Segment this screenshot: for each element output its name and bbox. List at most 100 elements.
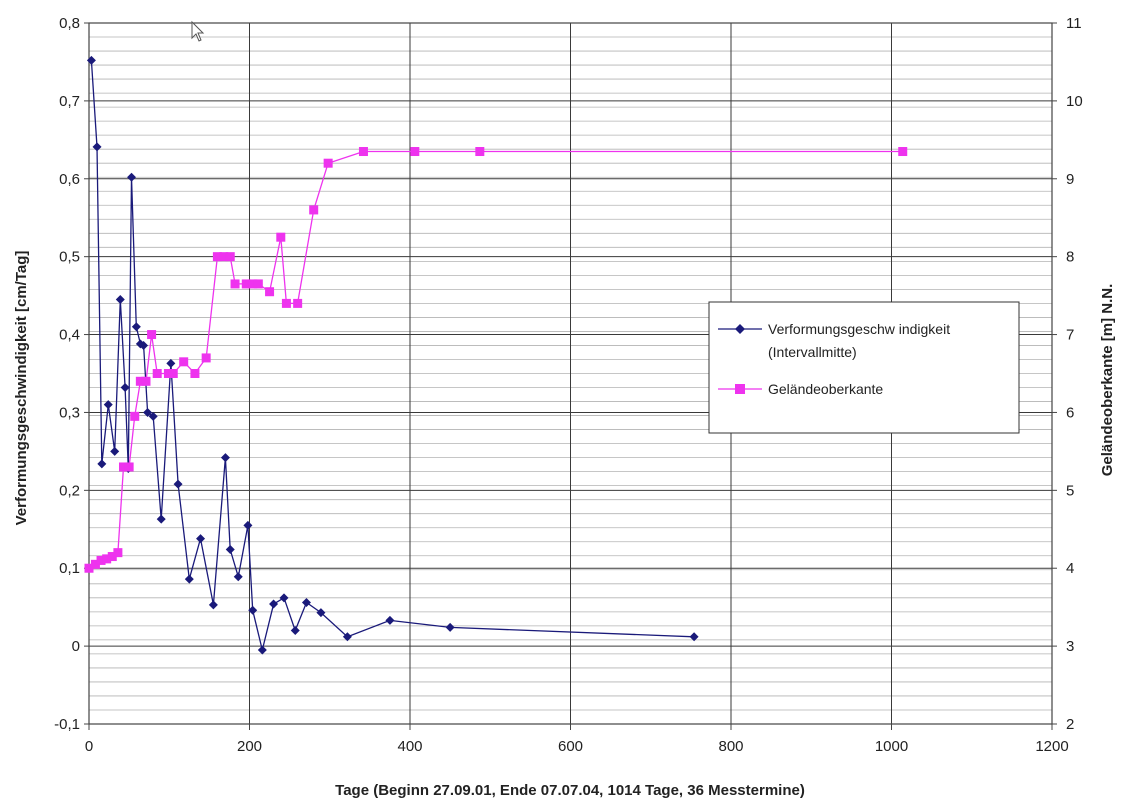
legend-label-velocity-line1: Verformungsgeschw indigkeit xyxy=(768,321,950,337)
data-point-terrain xyxy=(281,298,291,308)
right-y-tick-label: 5 xyxy=(1066,482,1074,499)
data-point-velocity xyxy=(120,383,130,393)
right-y-tick-label: 9 xyxy=(1066,171,1074,188)
cursor-icon xyxy=(191,20,205,42)
right-y-tick-label: 6 xyxy=(1066,404,1074,421)
x-axis-title: Tage (Beginn 27.09.01, Ende 07.07.04, 10… xyxy=(335,782,805,799)
data-point-terrain xyxy=(168,369,178,378)
data-point-velocity xyxy=(301,597,311,607)
x-tick-label: 1200 xyxy=(1035,738,1068,755)
x-tick-label: 400 xyxy=(397,738,422,755)
right-y-tick-label: 4 xyxy=(1066,560,1074,577)
legend-label-terrain: Geländeoberkante xyxy=(768,381,883,397)
data-point-velocity xyxy=(279,593,289,603)
data-point-terrain xyxy=(119,462,129,472)
right-y-tick-label: 11 xyxy=(1066,15,1082,32)
data-point-terrain xyxy=(219,252,229,262)
data-point-terrain xyxy=(102,554,112,564)
data-point-velocity xyxy=(127,172,137,182)
data-point-terrain xyxy=(124,462,134,472)
x-tick-label: 1000 xyxy=(875,738,908,755)
data-point-velocity xyxy=(115,295,125,305)
data-point-terrain xyxy=(225,252,235,262)
left-y-tick-label: 0,1 xyxy=(59,560,80,577)
data-point-terrain xyxy=(152,369,162,378)
data-point-velocity xyxy=(103,400,113,410)
data-point-velocity xyxy=(148,411,158,421)
data-point-terrain xyxy=(410,147,420,157)
data-point-velocity xyxy=(131,322,141,332)
left-y-tick-label: 0,2 xyxy=(59,482,80,499)
data-point-velocity xyxy=(342,632,352,642)
data-point-terrain xyxy=(96,555,106,565)
data-point-velocity xyxy=(208,600,218,610)
left-y-tick-label: 0,6 xyxy=(59,171,80,188)
data-point-terrain xyxy=(113,548,123,558)
data-point-velocity xyxy=(445,622,455,632)
data-point-terrain xyxy=(201,353,211,363)
data-point-velocity xyxy=(225,545,235,555)
right-y-tick-label: 8 xyxy=(1066,249,1074,266)
x-tick-label: 0 xyxy=(85,738,93,755)
data-point-terrain xyxy=(253,279,263,289)
left-y-tick-label: -0,1 xyxy=(54,716,80,733)
x-tick-label: 800 xyxy=(718,738,743,755)
data-point-terrain xyxy=(130,411,140,421)
data-point-velocity xyxy=(269,599,279,609)
left-y-tick-label: 0,3 xyxy=(59,404,80,421)
data-point-terrain xyxy=(309,205,319,215)
data-point-terrain xyxy=(135,376,145,386)
data-point-velocity xyxy=(86,55,96,65)
data-point-velocity xyxy=(257,645,267,655)
data-point-velocity xyxy=(166,358,176,368)
data-point-terrain xyxy=(323,158,333,168)
legend: Verformungsgeschw indigkeit (Intervallmi… xyxy=(708,301,1020,434)
right-y-axis-title: Geländeoberkante [m] N.N. xyxy=(1099,284,1116,477)
data-point-terrain xyxy=(141,376,151,386)
data-point-terrain xyxy=(90,559,100,569)
data-point-velocity xyxy=(156,514,166,524)
data-point-velocity xyxy=(316,608,326,618)
legend-box xyxy=(708,301,1020,434)
data-point-terrain xyxy=(898,147,908,157)
data-point-velocity xyxy=(110,446,120,456)
data-point-terrain xyxy=(241,279,251,289)
data-point-velocity xyxy=(173,479,183,489)
data-point-velocity xyxy=(92,142,102,152)
data-point-terrain xyxy=(163,369,173,378)
data-point-velocity xyxy=(385,615,395,625)
data-point-velocity xyxy=(220,453,230,463)
right-y-tick-label: 2 xyxy=(1066,716,1074,733)
left-y-axis-ticks: -0,1 0 0,1 0,2 0,3 0,4 0,5 0,6 0,7 0,8 xyxy=(54,15,89,733)
right-y-axis-ticks: 2 3 4 5 6 7 8 9 10 11 xyxy=(1052,15,1083,733)
data-point-velocity xyxy=(243,520,253,530)
data-point-terrain xyxy=(84,563,94,573)
data-point-terrain xyxy=(107,552,117,562)
legend-marker-velocity xyxy=(735,324,745,334)
data-point-terrain xyxy=(358,147,368,157)
right-y-tick-label: 3 xyxy=(1066,638,1074,655)
data-point-velocity xyxy=(139,340,149,350)
left-y-tick-label: 0,8 xyxy=(59,15,80,32)
right-y-tick-label: 7 xyxy=(1066,327,1074,344)
data-point-terrain xyxy=(475,147,485,157)
data-point-velocity xyxy=(196,534,206,544)
left-y-tick-label: 0 xyxy=(72,638,80,655)
legend-label-velocity-line2: (Intervallmitte) xyxy=(768,344,857,360)
left-y-tick-label: 0,5 xyxy=(59,249,80,266)
data-point-terrain xyxy=(190,369,200,378)
data-point-terrain xyxy=(276,232,286,242)
series-layer xyxy=(84,55,908,655)
x-axis-ticks: 0 200 400 600 800 1000 1200 xyxy=(85,724,1069,755)
major-gridlines xyxy=(89,23,1052,724)
data-point-velocity xyxy=(184,574,194,584)
data-point-terrain xyxy=(147,330,157,340)
data-point-terrain xyxy=(293,298,303,308)
data-point-terrain xyxy=(179,357,189,367)
data-point-terrain xyxy=(212,252,222,262)
right-y-tick-label: 10 xyxy=(1066,93,1083,110)
left-y-tick-label: 0,7 xyxy=(59,93,80,110)
data-point-velocity xyxy=(143,407,153,417)
